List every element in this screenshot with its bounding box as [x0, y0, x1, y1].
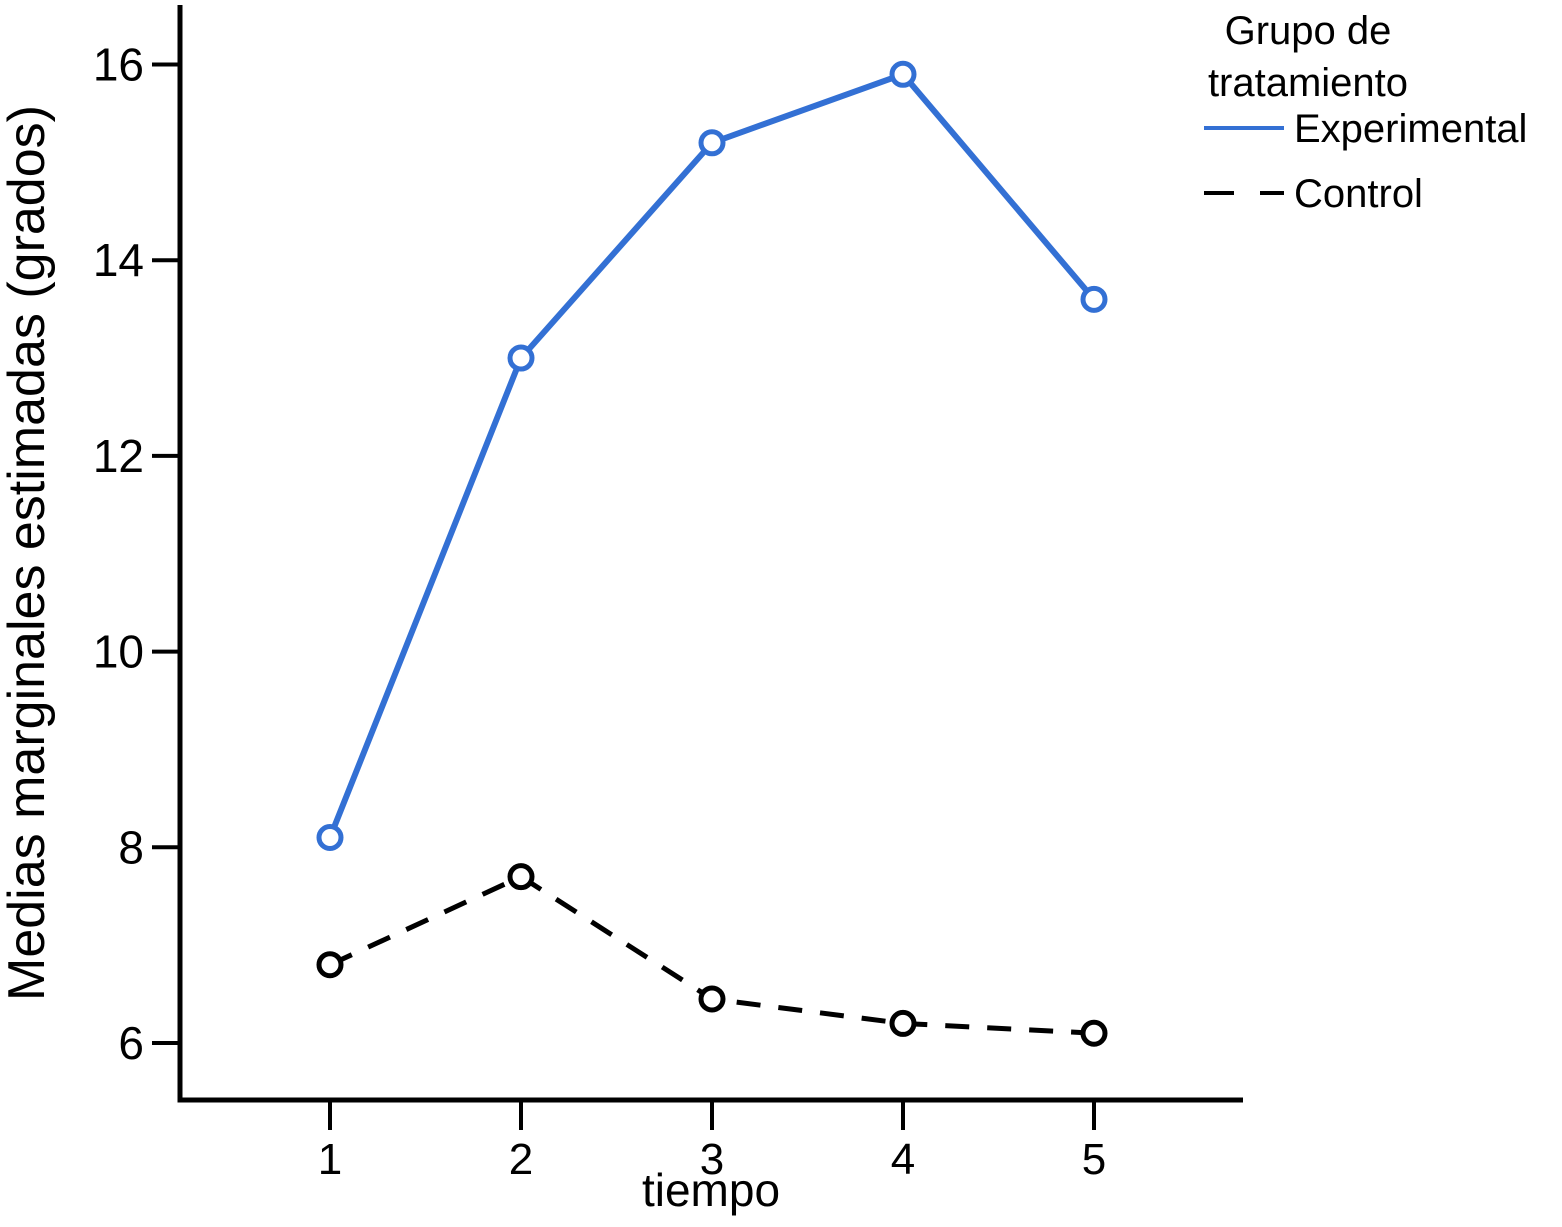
legend: Grupo de tratamiento Experimental Contro…: [1204, 9, 1527, 216]
data-point-experimental: [698, 129, 726, 157]
x-tick-label: 1: [318, 1135, 342, 1184]
x-tick-label: 5: [1082, 1135, 1106, 1184]
y-tick-label: 16: [93, 39, 144, 91]
x-tick-label: 3: [700, 1135, 724, 1184]
series-line-experimental: [327, 70, 1097, 839]
y-tick-label: 10: [93, 626, 144, 678]
data-point-experimental: [889, 60, 917, 88]
x-axis-title: tiempo: [642, 1164, 780, 1216]
data-point-control: [698, 985, 726, 1013]
axis-ticks: [152, 62, 1096, 1130]
y-tick-label: 8: [118, 821, 144, 873]
legend-title-line-1: Grupo de: [1225, 9, 1392, 53]
axes: [177, 5, 1243, 1103]
data-point-control: [316, 951, 344, 979]
y-axis-title: Medias marginales estimadas (grados): [0, 105, 56, 1001]
data-point-experimental: [1080, 285, 1108, 313]
data-point-experimental: [316, 824, 344, 852]
y-tick-label: 12: [93, 430, 144, 482]
data-point-control: [889, 1009, 917, 1037]
data-point-control: [1080, 1019, 1108, 1047]
y-tick-label: 14: [93, 234, 144, 286]
data-series: [316, 60, 1108, 1047]
legend-label-experimental: Experimental: [1294, 107, 1527, 151]
y-tick-label: 6: [118, 1017, 144, 1069]
x-tick-label: 2: [509, 1135, 533, 1184]
x-tick-label: 4: [891, 1135, 915, 1184]
legend-label-control: Control: [1294, 172, 1423, 216]
legend-title-line-2: tratamiento: [1208, 61, 1408, 105]
data-point-control: [507, 863, 535, 891]
data-point-experimental: [507, 344, 535, 372]
